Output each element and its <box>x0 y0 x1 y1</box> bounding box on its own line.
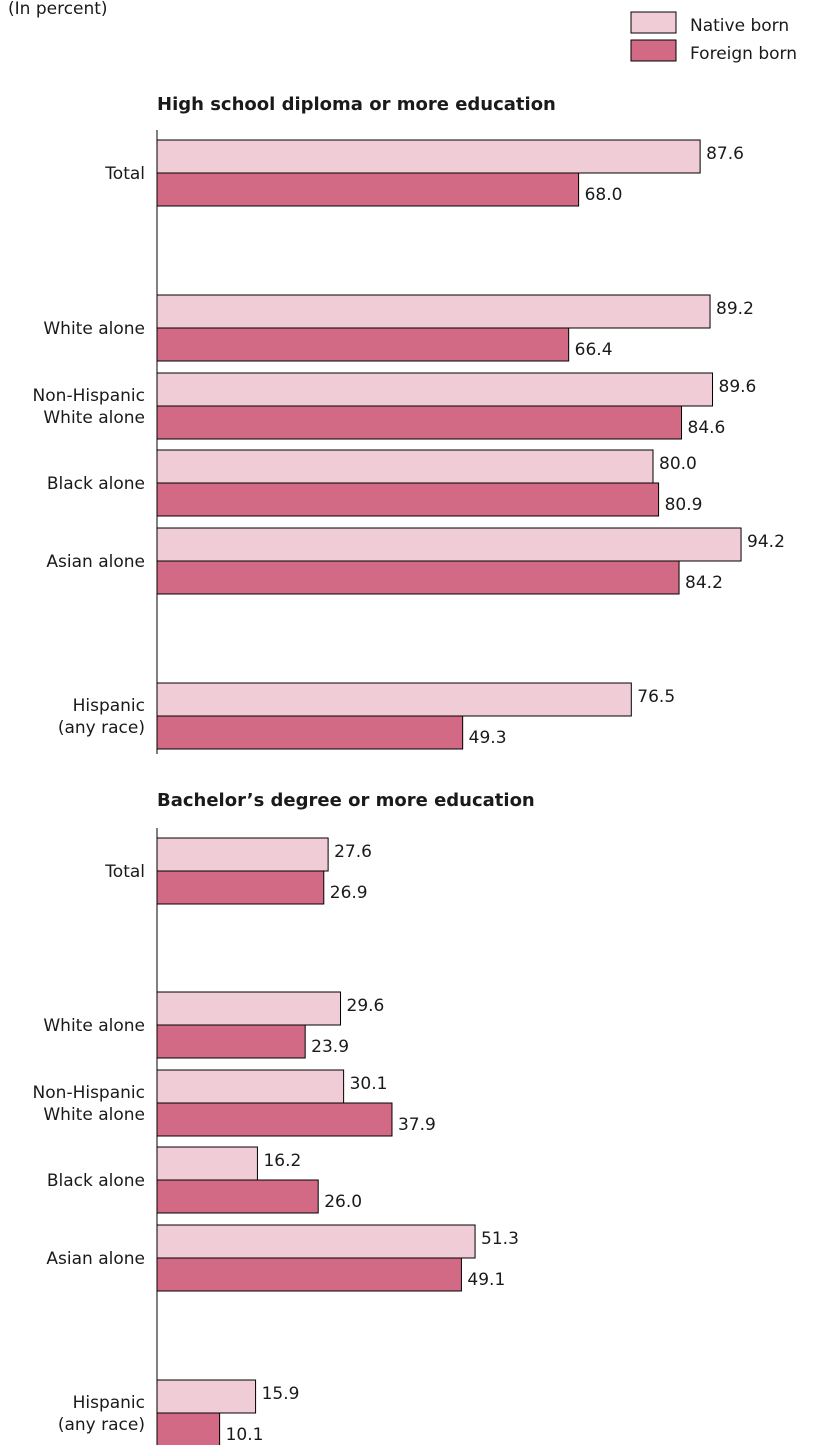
value-label: 29.6 <box>347 996 385 1016</box>
category-label: Black alone <box>47 474 145 494</box>
panel-title: Bachelor’s degree or more education <box>157 790 535 811</box>
legend-label-foreign: Foreign born <box>690 44 797 64</box>
panel-high-school: High school diploma or more education To… <box>33 94 785 754</box>
bar-native <box>156 1069 345 1104</box>
bar-foreign <box>156 327 570 362</box>
legend-label-native: Native born <box>690 16 789 36</box>
bar-foreign <box>156 405 683 440</box>
category-label: (any race) <box>58 718 145 738</box>
value-label: 68.0 <box>585 185 623 205</box>
category-label: (any race) <box>58 1415 145 1435</box>
bar-foreign <box>156 1024 306 1059</box>
bar-foreign <box>156 870 325 905</box>
value-label: 87.6 <box>706 144 744 164</box>
category-label: Total <box>104 164 145 184</box>
value-label: 76.5 <box>637 687 675 707</box>
category-label: Non-Hispanic <box>33 386 145 406</box>
category-label: Non-Hispanic <box>33 1083 145 1103</box>
bar-foreign <box>156 715 464 750</box>
bar-native <box>156 1224 476 1259</box>
panel-title: High school diploma or more education <box>157 94 556 115</box>
bar-foreign <box>156 482 660 517</box>
bar-native <box>156 837 329 872</box>
value-label: 27.6 <box>334 842 372 862</box>
category-label: Black alone <box>47 1171 145 1191</box>
unit-note: (In percent) <box>8 0 108 19</box>
value-label: 10.1 <box>226 1425 264 1445</box>
value-label: 94.2 <box>747 532 785 552</box>
bar-foreign <box>156 1412 221 1447</box>
value-label: 30.1 <box>350 1074 388 1094</box>
legend-swatch-foreign <box>630 39 677 62</box>
value-label: 26.9 <box>330 883 368 903</box>
bar-foreign <box>156 560 680 595</box>
bar-foreign <box>156 172 580 207</box>
value-label: 80.9 <box>665 495 703 515</box>
category-label: Hispanic <box>73 696 145 716</box>
value-label: 66.4 <box>575 340 613 360</box>
category-label: Asian alone <box>46 552 145 572</box>
category-label: Asian alone <box>46 1249 145 1269</box>
value-label: 49.3 <box>469 728 507 748</box>
value-label: 51.3 <box>481 1229 519 1249</box>
bar-native <box>156 682 632 717</box>
value-label: 89.6 <box>719 377 757 397</box>
bar-native <box>156 527 742 562</box>
legend: Native born Foreign born <box>630 11 797 64</box>
bar-foreign <box>156 1179 319 1214</box>
legend-swatch-native <box>630 11 677 34</box>
category-label: White alone <box>43 1016 145 1036</box>
bar-native <box>156 372 714 407</box>
category-label: White alone <box>43 319 145 339</box>
category-label: White alone <box>43 1105 145 1125</box>
value-label: 23.9 <box>311 1037 349 1057</box>
value-label: 49.1 <box>467 1270 505 1290</box>
category-label: White alone <box>43 408 145 428</box>
panel-bachelors: Bachelor’s degree or more education Tota… <box>33 790 535 1447</box>
bar-native <box>156 294 711 329</box>
value-label: 37.9 <box>398 1115 436 1135</box>
bar-foreign <box>156 1102 393 1137</box>
value-label: 16.2 <box>263 1151 301 1171</box>
bar-native <box>156 1379 257 1414</box>
category-label: Total <box>104 862 145 882</box>
bar-native <box>156 991 342 1026</box>
value-label: 26.0 <box>324 1192 362 1212</box>
category-label: Hispanic <box>73 1393 145 1413</box>
bar-native <box>156 139 701 174</box>
bar-native <box>156 1146 258 1181</box>
bar-native <box>156 449 654 484</box>
value-label: 84.2 <box>685 573 723 593</box>
value-label: 89.2 <box>716 299 754 319</box>
value-label: 15.9 <box>262 1384 300 1404</box>
value-label: 84.6 <box>688 418 726 438</box>
bar-foreign <box>156 1257 462 1292</box>
value-label: 80.0 <box>659 454 697 474</box>
